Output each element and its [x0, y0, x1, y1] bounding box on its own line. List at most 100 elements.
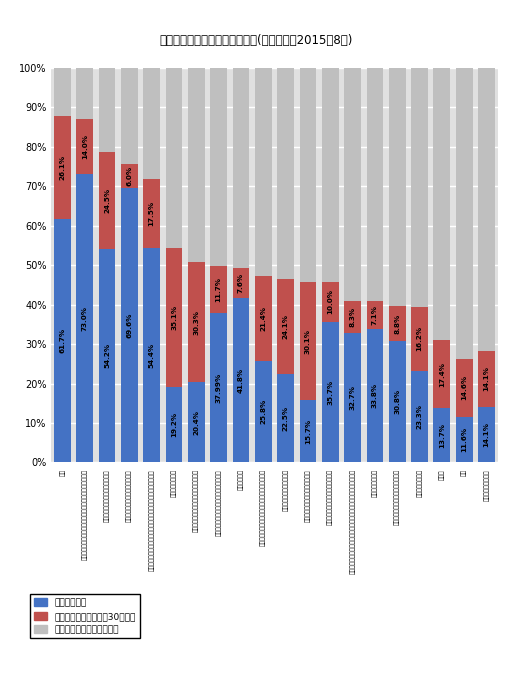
Bar: [300, 401, 317, 462]
Text: 老後、身体障害時の手続き支援機能: 老後、身体障害時の手続き支援機能: [327, 469, 333, 525]
Bar: [322, 322, 339, 462]
Bar: [232, 68, 249, 267]
Text: 14.6%: 14.6%: [461, 375, 467, 401]
Bar: [166, 68, 183, 248]
Bar: [210, 313, 227, 462]
Text: 8.3%: 8.3%: [349, 307, 356, 327]
Legend: 徒歩や自転車, 電車・自動車・バスで30分以内, 手身近に無くとも問題なし: 徒歩や自転車, 電車・自動車・バスで30分以内, 手身近に無くとも問題なし: [30, 594, 140, 638]
Text: 54.2%: 54.2%: [104, 343, 110, 368]
Bar: [188, 262, 205, 382]
Bar: [456, 417, 472, 462]
Text: 21.4%: 21.4%: [260, 306, 266, 331]
Bar: [433, 340, 450, 409]
Text: 32.7%: 32.7%: [349, 386, 356, 411]
Text: カルチャースクール・趣味、サークル施設: カルチャースクール・趣味、サークル施設: [216, 469, 222, 536]
Text: 17.4%: 17.4%: [439, 362, 445, 386]
Bar: [478, 68, 495, 351]
Bar: [344, 333, 361, 462]
Text: 国・都道府県・市区町村の行政機関窓口: 国・都道府県・市区町村の行政機関窓口: [193, 469, 199, 532]
Bar: [389, 341, 406, 462]
Bar: [255, 360, 272, 462]
Bar: [456, 68, 472, 359]
Bar: [54, 116, 71, 219]
Bar: [344, 68, 361, 301]
Bar: [300, 282, 317, 401]
Text: 33.8%: 33.8%: [372, 384, 378, 408]
Text: 7.1%: 7.1%: [372, 305, 378, 325]
Text: 41.8%: 41.8%: [238, 367, 244, 392]
Text: 11.6%: 11.6%: [461, 427, 467, 452]
Text: 介護・福祉型住居: 介護・福祉型住居: [417, 469, 422, 497]
Text: 22.5%: 22.5%: [283, 405, 289, 430]
Text: 図書館・公民館・文化会館・コミュニティ施設等: 図書館・公民館・文化会館・コミュニティ施設等: [261, 469, 266, 546]
Text: 16.2%: 16.2%: [417, 326, 423, 351]
Text: 小中高等学校: 小中高等学校: [238, 469, 244, 490]
Text: 73.0%: 73.0%: [82, 306, 88, 331]
Text: 24.5%: 24.5%: [104, 188, 110, 213]
Text: 11.7%: 11.7%: [215, 277, 222, 302]
Bar: [300, 68, 317, 282]
Bar: [366, 68, 383, 301]
Text: 19.2%: 19.2%: [171, 412, 177, 437]
Text: 54.4%: 54.4%: [149, 343, 155, 368]
Text: 14.0%: 14.0%: [82, 135, 88, 159]
Text: レストラン・食堂・喫茶店: レストラン・食堂・喫茶店: [283, 469, 288, 511]
Bar: [277, 279, 294, 374]
Text: 目医者・デンタル: 目医者・デンタル: [372, 469, 378, 497]
Bar: [98, 68, 115, 152]
Bar: [143, 68, 160, 179]
Bar: [121, 188, 138, 462]
Bar: [143, 248, 160, 462]
Text: 15.7%: 15.7%: [305, 419, 311, 444]
Bar: [76, 175, 93, 462]
Text: 個人病院など入院できる医療機関: 個人病院など入院できる医療機関: [127, 469, 132, 522]
Bar: [456, 359, 472, 417]
Text: 30.3%: 30.3%: [193, 309, 200, 335]
Text: 30.8%: 30.8%: [394, 389, 400, 414]
Text: 他国やスムーズの連絡調整施設機器: 他国やスムーズの連絡調整施設機器: [394, 469, 400, 525]
Text: 日用品・食料品スーパー、百貨店、ショッピングセンター: 日用品・食料品スーパー、百貨店、ショッピングセンター: [82, 469, 88, 560]
Text: ガソリンスタンド: ガソリンスタンド: [171, 469, 177, 497]
Text: 料理教室・キッチンスタジオ・図書館・小学生の手芸文化講習施設: 料理教室・キッチンスタジオ・図書館・小学生の手芸文化講習施設: [350, 469, 356, 574]
Bar: [210, 68, 227, 267]
Text: 10.0%: 10.0%: [327, 290, 333, 314]
Bar: [121, 165, 138, 188]
Bar: [478, 351, 495, 407]
Bar: [277, 68, 294, 279]
Bar: [255, 68, 272, 276]
Text: 69.6%: 69.6%: [126, 313, 132, 338]
Bar: [366, 329, 383, 462]
Bar: [54, 68, 71, 116]
Text: 小学校: 小学校: [439, 469, 445, 479]
Text: 23.3%: 23.3%: [417, 404, 423, 429]
Text: 61.7%: 61.7%: [60, 328, 66, 354]
Bar: [344, 301, 361, 333]
Bar: [166, 387, 183, 462]
Text: 銀行: 銀行: [60, 469, 65, 476]
Bar: [232, 267, 249, 298]
Bar: [322, 68, 339, 282]
Bar: [389, 306, 406, 341]
Bar: [143, 179, 160, 248]
Text: 14.1%: 14.1%: [483, 422, 489, 447]
Bar: [166, 248, 183, 387]
Text: 14.1%: 14.1%: [483, 367, 489, 392]
Bar: [188, 382, 205, 462]
Bar: [433, 68, 450, 340]
Bar: [255, 276, 272, 360]
Text: 裁判: 裁判: [461, 469, 467, 476]
Text: 35.1%: 35.1%: [171, 305, 177, 330]
Bar: [76, 68, 93, 119]
Bar: [322, 282, 339, 322]
Text: 37.99%: 37.99%: [215, 373, 222, 403]
Bar: [478, 407, 495, 462]
Text: 13.7%: 13.7%: [439, 423, 445, 448]
Bar: [98, 249, 115, 462]
Bar: [98, 152, 115, 249]
Bar: [188, 68, 205, 262]
Text: 身近な福祉サービスの窓口・スタッフ（ニコミュニケーション）: 身近な福祉サービスの窓口・スタッフ（ニコミュニケーション）: [149, 469, 154, 571]
Text: 24.1%: 24.1%: [283, 313, 289, 339]
Text: 20.4%: 20.4%: [193, 409, 200, 435]
Bar: [433, 409, 450, 462]
Bar: [411, 68, 428, 307]
